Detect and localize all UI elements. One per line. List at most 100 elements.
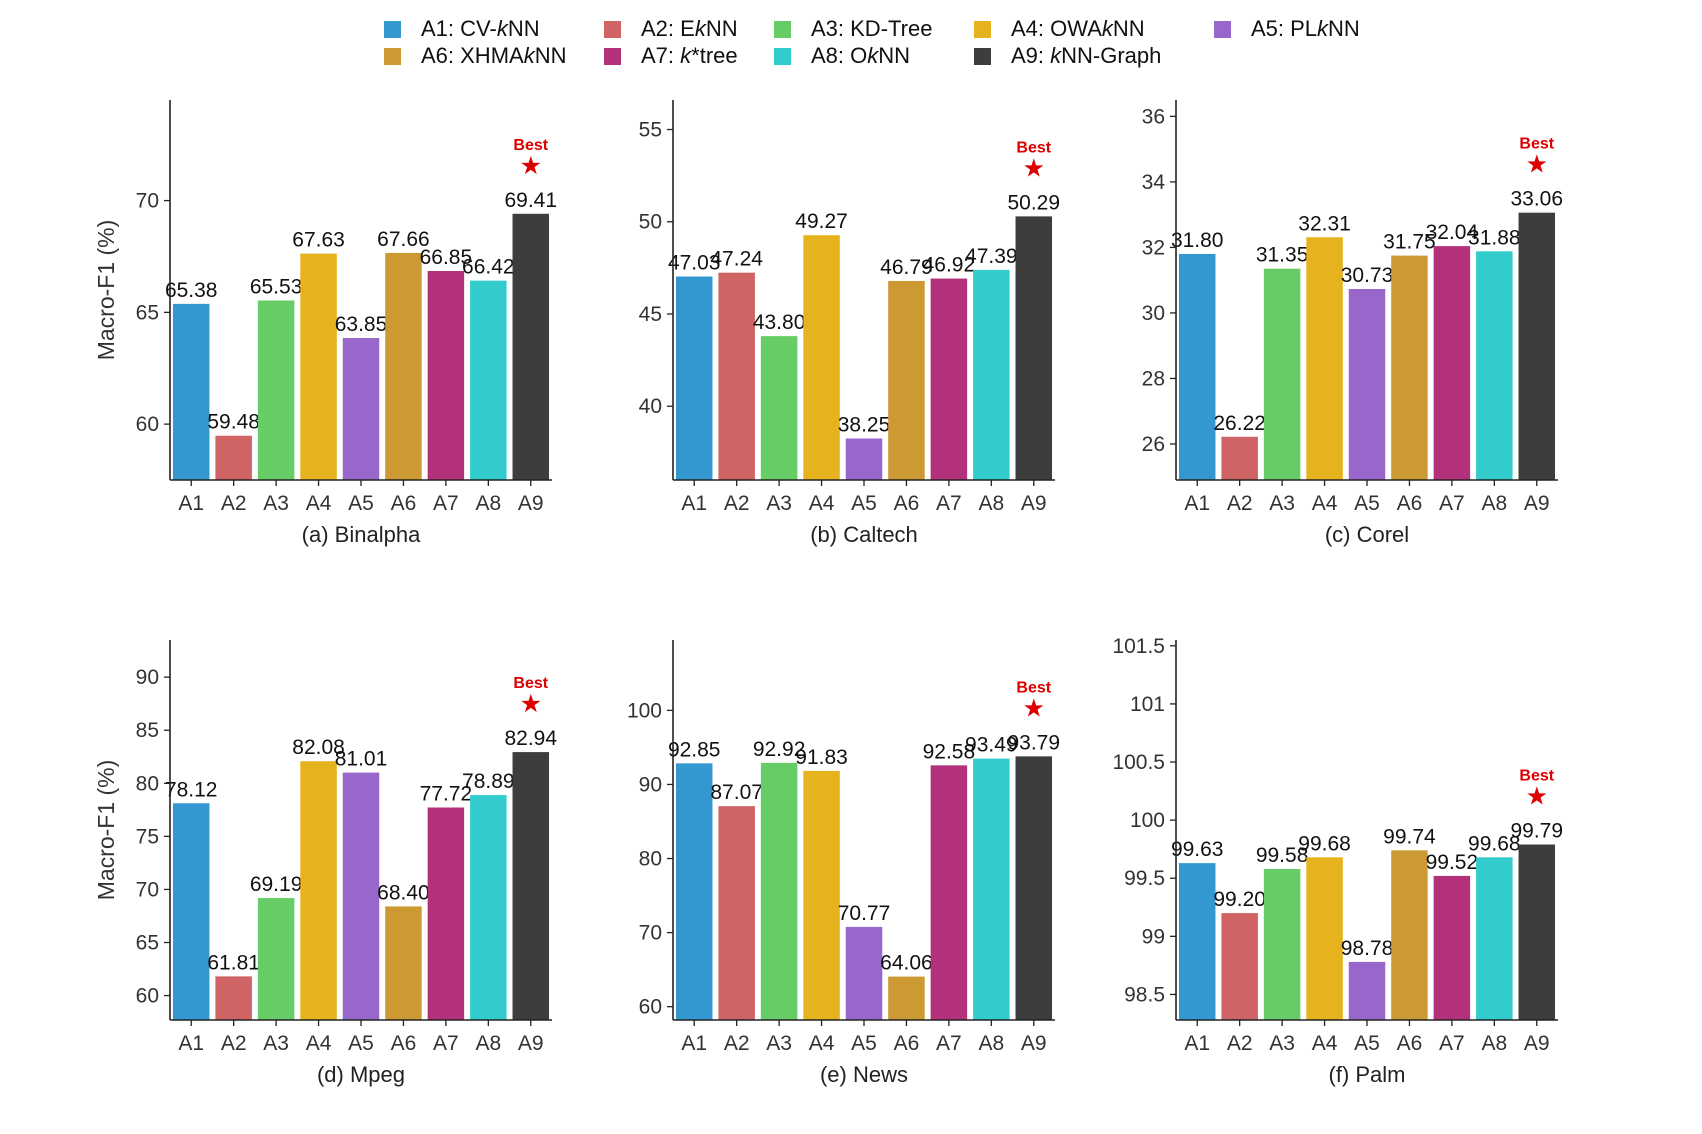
y-tick-label: 80 [136, 772, 159, 795]
chart-panel-1: 60 65 70 65.38 A1 59.48 A2 65.53 A3 67.63 A4 63.85 A… [93, 100, 557, 547]
x-tick-label: A9 [1021, 492, 1047, 515]
legend-label: A3: KD-Tree [811, 16, 933, 41]
value-label-a2: 26.22 [1213, 412, 1266, 435]
best-star-icon: ★ [1526, 783, 1548, 811]
y-tick-label: 80 [639, 848, 662, 871]
bar-a6 [385, 252, 422, 480]
legend-swatch [604, 20, 621, 38]
bar-a3 [760, 762, 798, 1020]
bar-a3 [257, 898, 295, 1020]
value-label-a5: 63.85 [335, 313, 388, 336]
x-tick-label: A8 [1481, 1032, 1507, 1055]
x-tick-label: A3 [1269, 1032, 1295, 1055]
y-tick-label: 65 [136, 932, 159, 955]
x-tick-label: A7 [1439, 1032, 1465, 1055]
value-label-a7: 66.85 [420, 246, 473, 269]
x-tick-label: A1 [1184, 1032, 1210, 1055]
bar-a5 [1348, 289, 1386, 480]
best-star-icon: ★ [1023, 154, 1045, 182]
value-label-a3: 92.92 [753, 738, 806, 761]
value-label-a8: 66.42 [462, 256, 515, 279]
legend-swatch [604, 47, 621, 65]
bar-a8 [1476, 251, 1513, 480]
value-label-a6: 31.75 [1383, 231, 1436, 254]
bar-a5 [342, 338, 380, 480]
value-label-a1: 99.63 [1171, 838, 1224, 861]
best-label: Best [1016, 139, 1051, 156]
x-tick-label: A3 [263, 1032, 289, 1055]
y-tick-label: 99.5 [1124, 867, 1165, 890]
y-tick-label: 40 [639, 395, 662, 418]
x-tick-label: A7 [936, 492, 962, 515]
x-tick-label: A9 [1524, 1032, 1550, 1055]
x-tick-label: A6 [894, 1032, 920, 1055]
y-tick-label: 36 [1142, 105, 1165, 128]
bar-a9 [512, 213, 550, 480]
value-label-a9: 50.29 [1007, 191, 1060, 214]
chart-panel-4: 60 65 70 75 80 85 90 78.12 A1 61.81 A2 69.19 A3 82.08… [93, 640, 557, 1087]
value-label-a8: 93.49 [965, 734, 1018, 757]
value-label-a1: 47.03 [668, 252, 721, 275]
bar-a7 [427, 271, 465, 480]
x-tick-label: A4 [809, 1032, 835, 1055]
value-label-a1: 31.80 [1171, 229, 1224, 252]
value-label-a5: 81.01 [335, 748, 388, 771]
bar-a9 [1518, 212, 1556, 481]
value-label-a6: 46.79 [880, 256, 933, 279]
y-tick-label: 30 [1142, 302, 1165, 325]
x-tick-label: A7 [433, 492, 459, 515]
x-tick-label: A1 [681, 1032, 707, 1055]
bar-a9 [1015, 756, 1053, 1020]
legend-swatch [384, 47, 401, 65]
x-tick-label: A6 [391, 492, 417, 515]
legend-swatch [774, 20, 791, 38]
bar-a6 [1391, 850, 1428, 1020]
best-star-icon: ★ [520, 690, 542, 718]
y-tick-label: 101.5 [1112, 635, 1165, 658]
legend-label: A4: OWAkNN [1011, 16, 1145, 41]
bar-a2 [215, 435, 252, 480]
x-tick-label: A5 [851, 492, 877, 515]
bar-a8 [470, 795, 507, 1020]
bar-a9 [512, 752, 550, 1020]
bar-a4 [1306, 857, 1343, 1020]
best-label: Best [1519, 768, 1554, 785]
bar-a1 [675, 276, 713, 480]
value-label-a4: 82.08 [292, 736, 345, 759]
legend-swatch [974, 20, 991, 38]
legend-label: A2: EkNN [641, 16, 738, 41]
value-label-a4: 99.68 [1298, 832, 1351, 855]
bar-a5 [342, 772, 380, 1020]
value-label-a6: 99.74 [1383, 825, 1436, 848]
bar-a4 [300, 761, 337, 1020]
value-label-a5: 30.73 [1341, 264, 1394, 287]
value-label-a1: 92.85 [668, 738, 721, 761]
bar-a3 [1263, 868, 1301, 1020]
legend-item-a8: A8: OkNN [774, 43, 910, 69]
value-label-a4: 67.63 [292, 229, 345, 252]
bar-a1 [675, 763, 713, 1020]
x-tick-label: A2 [1227, 1032, 1253, 1055]
value-label-a2: 99.20 [1213, 888, 1266, 911]
value-label-a9: 33.06 [1510, 188, 1563, 211]
legend-label: A5: PLkNN [1251, 16, 1360, 41]
bar-a1 [1178, 253, 1216, 480]
x-tick-label: A5 [1354, 492, 1380, 515]
y-tick-label: 60 [136, 413, 159, 436]
x-tick-label: A5 [1354, 1032, 1380, 1055]
legend-item-a5: A5: PLkNN [1214, 16, 1360, 42]
best-star-icon: ★ [1023, 694, 1045, 722]
y-tick-label: 45 [639, 303, 662, 326]
value-label-a3: 43.80 [753, 311, 806, 334]
best-star-icon: ★ [520, 152, 542, 180]
y-tick-label: 75 [136, 825, 159, 848]
y-tick-label: 50 [639, 211, 662, 234]
x-tick-label: A9 [1021, 1032, 1047, 1055]
x-tick-label: A5 [348, 492, 374, 515]
x-tick-label: A1 [178, 492, 204, 515]
y-tick-label: 65 [136, 301, 159, 324]
x-tick-label: A8 [1481, 492, 1507, 515]
bar-a7 [930, 765, 968, 1020]
y-tick-label: 70 [639, 922, 662, 945]
